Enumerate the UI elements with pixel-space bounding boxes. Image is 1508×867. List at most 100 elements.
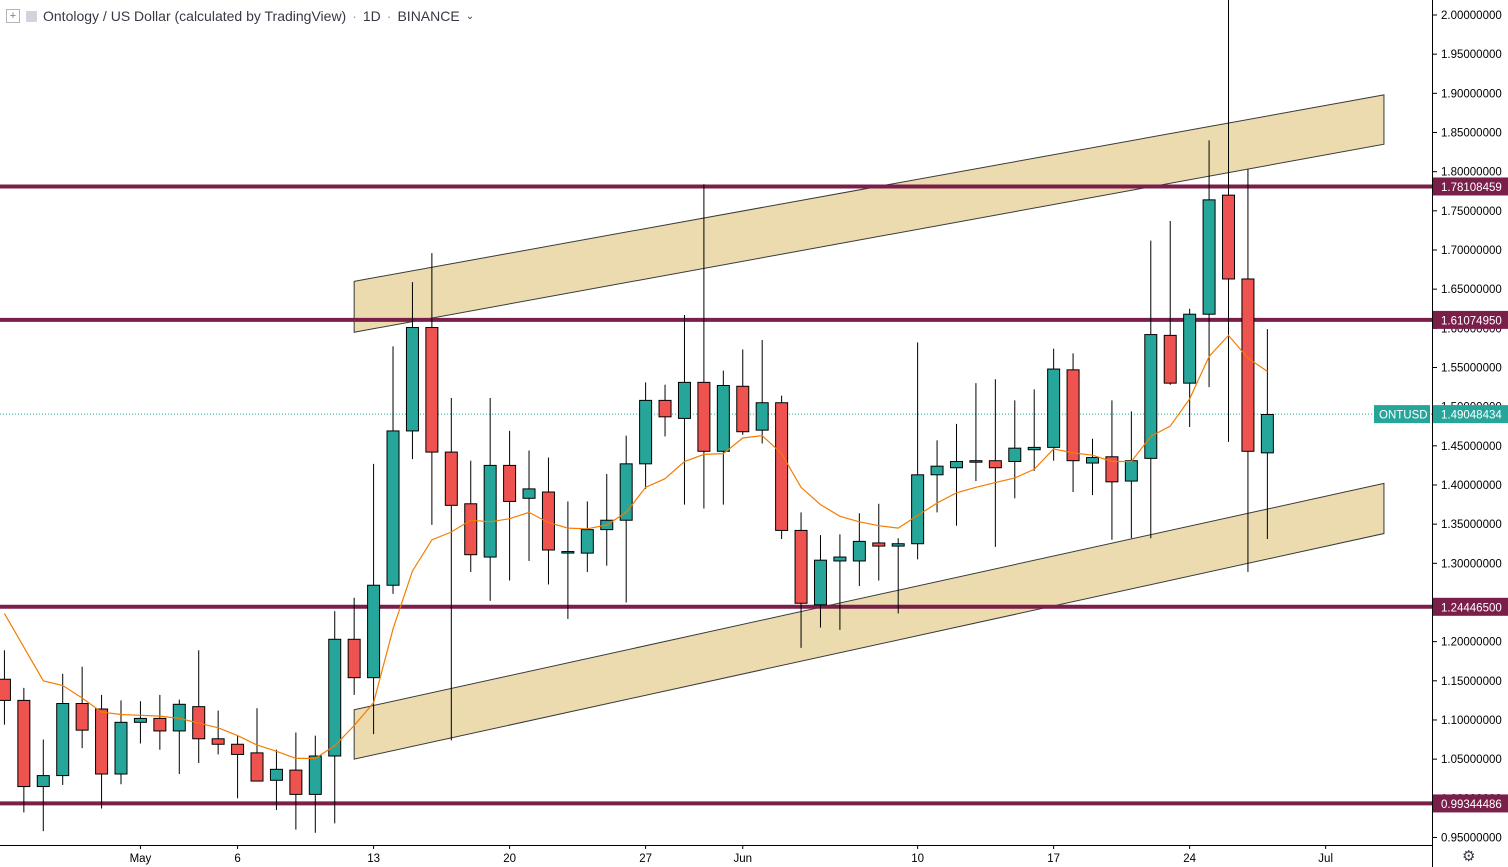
level-price-badge [1433,597,1508,616]
plus-square-icon[interactable]: + [6,9,20,23]
chevron-down-icon[interactable]: ⌄ [465,10,475,22]
candle-body[interactable] [1047,368,1061,448]
candle-body[interactable] [1163,334,1177,384]
candle-body[interactable] [95,708,109,775]
channel-upper[interactable] [353,94,1385,333]
candle-body[interactable] [231,743,245,755]
gear-icon[interactable]: ⚙ [1462,848,1476,865]
price-tick-label: 0.95000000 [1441,832,1502,844]
price-tick-label: 1.65000000 [1441,284,1502,296]
candle-body[interactable] [833,556,847,562]
candle-body[interactable] [911,474,925,545]
candle-body[interactable] [1241,278,1255,452]
level-price-label: 0.99344486 [1441,799,1502,811]
last-price-label: 1.49048434 [1441,410,1502,422]
candle-body[interactable] [269,768,283,781]
price-tick-label: 1.55000000 [1441,362,1502,374]
separator: · [352,8,357,24]
candle-body[interactable] [736,385,750,433]
price-tick-label: 1.45000000 [1441,441,1502,453]
candle-body[interactable] [211,738,225,745]
candle-body[interactable] [1222,194,1236,280]
candle-body[interactable] [405,327,419,432]
time-axis: May 6 13 20 27 Jun 10 17 24 Jul [0,845,1432,867]
candle-body[interactable] [367,584,381,679]
price-tick-label: 2.00000000 [1441,10,1502,22]
price-tick-label: 1.20000000 [1441,637,1502,649]
candle-body[interactable] [639,399,653,465]
candle-body[interactable] [716,385,730,452]
price-axis-background [1432,0,1508,867]
candle-body[interactable] [930,465,944,476]
time-tick-label: 13 [367,853,380,865]
candle-body[interactable] [891,543,905,547]
candle-body[interactable] [36,775,50,788]
price-tick-label: 1.85000000 [1441,127,1502,139]
level-price-label: 1.24446500 [1441,602,1502,614]
candle-body[interactable] [1086,457,1099,464]
interval-label[interactable]: 1D [362,8,381,24]
candle-body[interactable] [1144,334,1158,459]
candle-body[interactable] [0,678,11,701]
candle-body[interactable] [1124,460,1138,482]
candle-body[interactable] [250,752,264,782]
candle-body[interactable] [580,529,594,554]
separator: · [386,8,392,24]
candle-body[interactable] [1027,446,1041,451]
candle-body[interactable] [1066,369,1080,462]
symbol-title[interactable]: Ontology / US Dollar (calculated by Trad… [43,8,347,24]
candle-body[interactable] [541,491,555,551]
candle-body[interactable] [794,529,808,604]
exchange-label[interactable]: BINANCE [397,8,460,24]
candle-body[interactable] [969,460,983,463]
candle-body[interactable] [522,488,536,499]
candle-body[interactable] [1105,456,1119,483]
time-tick-label: Jul [1318,853,1333,865]
time-axis-background [0,845,1432,867]
candle-body[interactable] [697,381,711,452]
moving-average-line [3,334,1268,759]
candle-body[interactable] [872,542,886,547]
candle-body[interactable] [852,540,866,562]
candle-body[interactable] [483,464,497,558]
candle-body[interactable] [56,703,70,777]
candle-body[interactable] [17,699,31,788]
candle-body[interactable] [425,327,439,453]
candle-body[interactable] [464,503,478,556]
candle-body[interactable] [561,551,575,554]
candle-body[interactable] [619,463,633,521]
price-tick-label: 1.35000000 [1441,519,1502,531]
price-tick-label: 1.40000000 [1441,480,1502,492]
candle-body[interactable] [677,381,691,419]
candle-body[interactable] [1260,413,1274,454]
candle-body[interactable] [503,464,517,502]
candle-body[interactable] [988,460,1002,469]
candle-body[interactable] [114,721,128,775]
candle-body[interactable] [755,402,769,431]
candle-body[interactable] [289,769,303,795]
candle-body[interactable] [153,717,167,732]
candle-body[interactable] [813,559,827,606]
symbol-badge-label: ONTUSD [1379,410,1428,422]
candle-body[interactable] [386,430,400,586]
candle-body[interactable] [347,638,361,679]
candle-body[interactable] [308,755,322,795]
candle-body[interactable] [949,460,963,469]
candle-body[interactable] [775,402,789,531]
time-tick-label: May [130,853,152,865]
time-tick-label: 20 [503,853,516,865]
level-price-badge [1433,794,1508,813]
candle-body[interactable] [133,717,147,723]
candle-body[interactable] [1008,447,1022,462]
time-tick-label: 6 [234,853,240,865]
candle-body[interactable] [75,703,89,731]
candle-body[interactable] [328,638,342,757]
candle-body[interactable] [658,399,672,418]
candle-body[interactable] [444,451,458,506]
channel-lower[interactable] [353,482,1385,760]
candle-body[interactable] [1183,313,1197,384]
level-price-label: 1.61074950 [1441,315,1502,327]
candle-body[interactable] [1202,199,1216,315]
level-price-badge [1433,177,1508,196]
